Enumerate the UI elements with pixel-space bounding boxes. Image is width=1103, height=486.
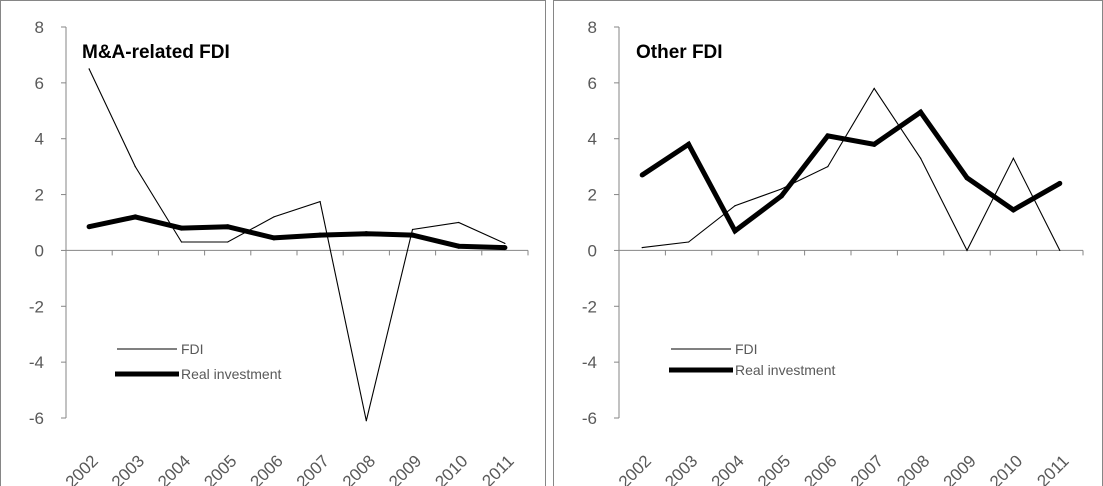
- left-series-fdi-point-2: [180, 241, 183, 243]
- left-series-fdi-point-5: [319, 200, 321, 203]
- right-series-real-investment-point-0: [639, 172, 645, 178]
- right-series-real-investment-point-3: [778, 193, 784, 199]
- right-series-real-investment-point-2: [732, 228, 738, 234]
- right-y-tick-label-3: 2: [588, 186, 597, 205]
- right-series-fdi-point-4: [827, 166, 829, 168]
- right-series-fdi-point-1: [688, 241, 690, 243]
- left-y-tick-label-7: -6: [29, 409, 44, 428]
- right-series-real-investment-point-1: [686, 141, 692, 147]
- right-y-tick-label-6: -4: [582, 353, 597, 372]
- right-series-fdi-point-3: [780, 188, 783, 190]
- right-series-fdi-point-9: [1059, 249, 1061, 252]
- left-series-real-investment-line: [88, 214, 505, 251]
- left-series-real-investment-point-4: [271, 235, 277, 241]
- right-category-label-5: 2007: [847, 451, 887, 486]
- right-y-tick-label-7: -6: [582, 409, 597, 428]
- right-panel-title: Other FDI: [636, 42, 723, 63]
- right-series-fdi-point-2: [734, 205, 736, 207]
- left-category-label-3: 2005: [200, 451, 240, 486]
- left-series-real-investment-point-6: [363, 231, 369, 237]
- right-series-fdi-line: [642, 87, 1061, 252]
- right-category-label-3: 2005: [754, 451, 794, 486]
- right-series-fdi-point-0: [641, 247, 643, 249]
- left-legend-real-investment-label: Real investment: [181, 366, 281, 382]
- right-category-label-9: 2011: [1033, 451, 1072, 486]
- right-category-label-7: 2009: [940, 451, 980, 486]
- right-series-fdi-point-7: [966, 249, 968, 252]
- left-series-real-investment-point-0: [86, 224, 92, 230]
- left-y-tick-label-2: 4: [35, 130, 44, 149]
- right-legend-real-investment-label: Real investment: [735, 362, 835, 378]
- left-y-tick-label-1: 6: [35, 74, 44, 93]
- left-series-real-investment-point-7: [410, 232, 415, 238]
- left-y-tick-label-3: 2: [35, 186, 44, 205]
- left-series-fdi-point-9: [504, 242, 506, 245]
- left-category-label-2: 2004: [154, 451, 194, 486]
- right-legend-fdi-label: FDI: [735, 341, 758, 357]
- right-series-real-investment-point-9: [1057, 180, 1063, 186]
- panel-border-left: [0, 0, 546, 486]
- left-y-tick-label-6: -4: [29, 353, 44, 372]
- right-y-tick-label-5: -2: [582, 297, 597, 316]
- right-y-tick-label-1: 6: [588, 74, 597, 93]
- left-panel-title: M&A-related FDI: [82, 42, 230, 63]
- left-series-real-investment-point-5: [317, 232, 323, 238]
- right-series-fdi-point-5: [873, 87, 875, 90]
- left-series-fdi-line: [88, 68, 506, 421]
- left-series-fdi-point-8: [458, 221, 460, 224]
- left-series-real-investment-point-8: [456, 243, 462, 249]
- left-category-label-4: 2006: [247, 451, 287, 486]
- left-series-fdi-point-4: [273, 216, 275, 218]
- right-category-label-1: 2003: [661, 451, 701, 486]
- right-category-label-4: 2006: [800, 451, 840, 486]
- left-series-real-investment-point-3: [225, 224, 231, 230]
- right-y-tick-label-0: 8: [588, 18, 597, 37]
- right-series-real-investment-point-7: [964, 175, 970, 181]
- left-series-fdi-point-7: [411, 228, 414, 231]
- right-category-label-8: 2010: [986, 451, 1026, 486]
- left-series-fdi-point-0: [88, 68, 90, 70]
- left-series-fdi-point-6: [365, 420, 367, 422]
- left-category-label-9: 2011: [478, 451, 517, 486]
- left-y-tick-label-5: -2: [29, 297, 44, 316]
- left-category-label-0: 2002: [62, 451, 102, 486]
- right-category-label-2: 2004: [708, 451, 748, 486]
- left-y-tick-label-0: 8: [35, 18, 44, 37]
- right-y-tick-label-2: 4: [588, 130, 597, 149]
- left-series-fdi-point-3: [227, 241, 229, 243]
- right-category-label-0: 2002: [615, 451, 655, 486]
- right-series-real-investment-point-5: [871, 141, 877, 147]
- right-series-real-investment-point-8: [1010, 207, 1016, 213]
- right-series-real-investment-line: [640, 108, 1062, 235]
- left-series-real-investment-point-2: [179, 225, 184, 231]
- left-series-real-investment-point-9: [502, 245, 508, 251]
- left-category-label-6: 2008: [339, 451, 379, 486]
- panel-border-right: [553, 0, 1103, 486]
- left-series-fdi-point-1: [134, 166, 136, 168]
- left-category-label-1: 2003: [108, 451, 148, 486]
- right-y-tick-label-4: 0: [588, 241, 597, 260]
- left-category-label-8: 2010: [431, 451, 471, 486]
- right-series-fdi-point-8: [1012, 157, 1015, 159]
- right-series-real-investment-point-6: [918, 109, 924, 115]
- left-category-label-7: 2009: [385, 451, 425, 486]
- left-legend-fdi-label: FDI: [181, 341, 204, 357]
- left-category-label-5: 2007: [293, 451, 333, 486]
- right-series-fdi-point-6: [920, 157, 922, 159]
- left-series-real-investment-point-1: [132, 214, 138, 220]
- left-y-tick-label-4: 0: [35, 241, 44, 260]
- right-series-real-investment-point-4: [825, 133, 831, 139]
- right-category-label-6: 2008: [893, 451, 933, 486]
